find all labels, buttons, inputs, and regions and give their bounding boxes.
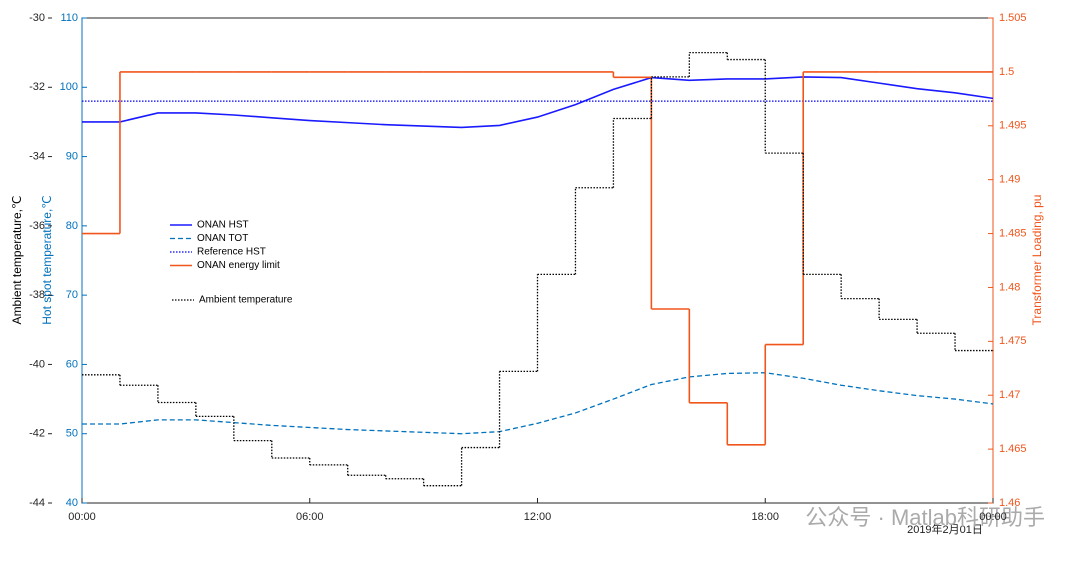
legend-label: Reference HST (197, 247, 266, 258)
y3-tick-label: -42 (29, 428, 45, 440)
legend-label: ONAN HST (197, 220, 249, 231)
y2-tick-label: 1.495 (999, 120, 1027, 132)
y-tick-label: 40 (66, 497, 78, 509)
y3-tick-label: -36 (29, 220, 45, 232)
y2-tick-label: 1.465 (999, 443, 1027, 455)
y-tick-label: 90 (66, 150, 78, 162)
x-tick-label: 00:00 (979, 511, 1007, 523)
y3-tick-label: -30 (29, 12, 45, 24)
y3-tick-label: -38 (29, 289, 45, 301)
legend-label: ONAN TOT (197, 233, 248, 244)
y2-tick-label: 1.485 (999, 227, 1027, 239)
y-tick-label: 100 (60, 81, 78, 93)
watermark: 公众号 · Matlab科研助手 (805, 505, 1045, 530)
y2-tick-label: 1.46 (999, 497, 1020, 509)
y2-tick-label: 1.505 (999, 12, 1027, 24)
y-tick-label: 110 (60, 12, 78, 24)
legend-label: Ambient temperature (199, 295, 293, 306)
y-axis-label: Hot spot temperature,℃ (40, 195, 54, 325)
x-tick-label: 00:00 (68, 511, 96, 523)
y2-tick-label: 1.49 (999, 174, 1020, 186)
y2-tick-label: 1.5 (999, 66, 1014, 78)
y2-tick-label: 1.47 (999, 389, 1020, 401)
x-tick-label: 18:00 (751, 511, 779, 523)
y-tick-label: 50 (66, 428, 78, 440)
x-tick-label: 06:00 (296, 511, 324, 523)
y2-tick-label: 1.48 (999, 281, 1020, 293)
legend-label: ONAN energy limit (197, 260, 280, 271)
x-tick-label: 12:00 (524, 511, 552, 523)
y3-tick-label: -44 (29, 497, 45, 509)
y-tick-label: 60 (66, 358, 78, 370)
y-tick-label: 70 (66, 289, 78, 301)
series-line (82, 76, 994, 129)
y-tick-label: 80 (66, 220, 78, 232)
y3-axis-label: Ambient temperature,℃ (10, 196, 24, 325)
y3-tick-label: -32 (29, 81, 45, 93)
y2-axis-label: Transformer Loading, pu (1030, 195, 1044, 326)
y2-tick-label: 1.475 (999, 335, 1027, 347)
series-line (82, 372, 994, 435)
date-label: 2019年2月01日 (907, 522, 983, 536)
y3-tick-label: -34 (29, 150, 45, 162)
y3-tick-label: -40 (29, 358, 45, 370)
